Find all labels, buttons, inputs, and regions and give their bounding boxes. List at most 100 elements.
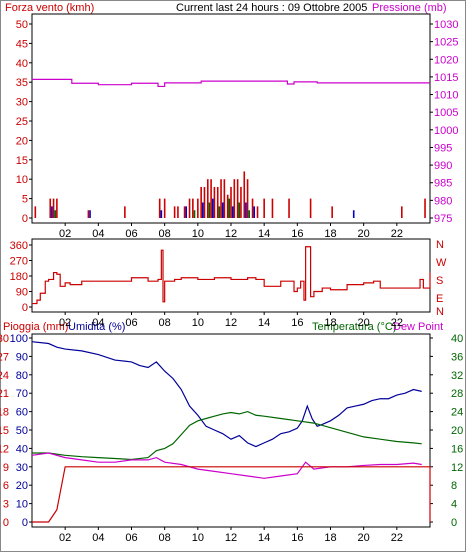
rain-y-tick-label: 24: [0, 370, 9, 382]
direction-panel-x-tick-label: 04: [92, 317, 104, 329]
wind-bar: [206, 179, 209, 218]
wind-bar: [160, 210, 163, 218]
wind-bar: [401, 206, 403, 218]
pressure-y-tick-label: 1000: [434, 125, 458, 137]
direction-y-tick-label: 90: [16, 287, 28, 299]
weather-panel-x-tick-label: 02: [59, 532, 71, 544]
weather-panel-x-tick-label: 12: [225, 532, 237, 544]
wind-panel-x-tick-label: 04: [92, 228, 104, 240]
wind-y-tick-label: 40: [16, 58, 28, 70]
pioggia-mm-line: [32, 466, 431, 523]
wind-bar: [210, 179, 212, 218]
wind-bar: [231, 206, 234, 218]
direction-panel-x-tick-label: 22: [391, 317, 403, 329]
wind-panel-x-tick-label: 02: [59, 228, 71, 240]
wind-bar: [424, 198, 426, 218]
temperature-y-tick-label: 40: [451, 333, 463, 345]
wind-bar: [87, 210, 90, 218]
wind-panel-x-tick-label: 22: [391, 228, 403, 240]
direction-panel-x-tick-label: 10: [192, 317, 204, 329]
pressure-y-tick-label: 990: [434, 160, 452, 172]
temperature-y-tick-label: 12: [451, 462, 463, 474]
temperature-y-tick-label: 36: [451, 351, 463, 363]
wind-bar: [188, 198, 191, 218]
wind-y-tick-label: 25: [16, 116, 28, 128]
weather-panel-x-tick-label: 14: [258, 532, 270, 544]
direction-panel-x-tick-label: 14: [258, 317, 270, 329]
wind-bar: [246, 179, 249, 218]
wind-bar: [193, 210, 196, 218]
humidity-y-tick-label: 90: [16, 351, 28, 363]
dewpoint-axis-title: Dew Point: [393, 321, 443, 333]
weather-panel-x-tick-label: 18: [324, 532, 336, 544]
wind-axis-title: Forza vento (kmh): [5, 2, 94, 14]
humidity-y-tick-label: 30: [16, 462, 28, 474]
compass-label-s: S: [436, 275, 443, 287]
wind-bar: [331, 206, 333, 218]
wind-panel-x-tick-label: 20: [358, 228, 370, 240]
temperature-y-tick-label: 4: [451, 499, 457, 511]
wind-bar: [52, 198, 55, 218]
weather-panel-x-tick-label: 16: [291, 532, 303, 544]
pressure-y-tick-label: 985: [434, 178, 452, 190]
wind-bar: [223, 179, 226, 218]
wind-bar: [240, 186, 242, 218]
humidity-y-tick-label: 40: [16, 443, 28, 455]
direction-panel-x-tick-label: 06: [125, 317, 137, 329]
weather-panel-x-tick-label: 10: [192, 532, 204, 544]
direction-panel-x-tick-label: 12: [225, 317, 237, 329]
wind-y-tick-label: 30: [16, 97, 28, 109]
wind-bar: [54, 210, 57, 218]
wind-bar: [203, 186, 206, 218]
temperature-y-tick-label: 24: [451, 407, 463, 419]
wind-panel-x-tick-label: 10: [192, 228, 204, 240]
wind-bar: [248, 210, 251, 218]
compass-label-n-top: N: [436, 239, 444, 251]
humidity-y-tick-label: 70: [16, 388, 28, 400]
wind-bar: [56, 198, 58, 218]
rain-axis-title: Pioggia (mm): [3, 321, 68, 333]
direction-y-tick-label: 0: [22, 302, 28, 314]
wind-bar: [228, 198, 231, 218]
wind-y-tick-label: 15: [16, 155, 28, 167]
pressure-y-tick-label: 1030: [434, 19, 458, 31]
wind-panel-x-tick-label: 14: [258, 228, 270, 240]
wind-bar: [288, 198, 290, 218]
rain-y-tick-label: 21: [0, 388, 9, 400]
wind-y-tick-label: 45: [16, 38, 28, 50]
wind-bar: [226, 194, 229, 218]
wind-bar: [173, 206, 176, 218]
wind-bar: [253, 206, 256, 218]
pressure-y-tick-label: 1020: [434, 54, 458, 66]
wind-bar: [208, 202, 211, 218]
direction-panel-x-tick-label: 18: [324, 317, 336, 329]
pressure-axis-title: Pressione (mb): [372, 2, 447, 14]
wind-bar: [263, 198, 265, 218]
wind-bar: [220, 179, 222, 218]
rain-y-tick-label: 3: [3, 499, 9, 511]
humidity-y-tick-label: 50: [16, 425, 28, 437]
wind-y-tick-label: 35: [16, 77, 28, 89]
pressure-y-tick-label: 1015: [434, 72, 458, 84]
wind-panel-x-tick-label: 06: [125, 228, 137, 240]
rain-y-tick-label: 0: [3, 517, 9, 529]
pressure-y-tick-label: 1005: [434, 107, 458, 119]
humidity-axis-title: Umidita (%): [68, 321, 125, 333]
pressure-y-tick-label: 975: [434, 213, 452, 225]
wind-y-tick-label: 20: [16, 135, 28, 147]
wind-bar: [177, 206, 179, 218]
temperature-y-tick-label: 32: [451, 370, 463, 382]
direction-y-tick-label: 180: [10, 271, 28, 283]
wind-y-tick-label: 10: [16, 174, 28, 186]
temperature-y-tick-label: 8: [451, 480, 457, 492]
wind-bar: [89, 210, 91, 218]
wind-bar: [197, 198, 199, 218]
pressure-line: [32, 78, 430, 88]
wind-bar: [218, 206, 221, 218]
wind-bar: [256, 206, 259, 218]
wind-bar: [202, 202, 204, 218]
wind-bar: [230, 186, 232, 218]
temperature-y-tick-label: 16: [451, 443, 463, 455]
